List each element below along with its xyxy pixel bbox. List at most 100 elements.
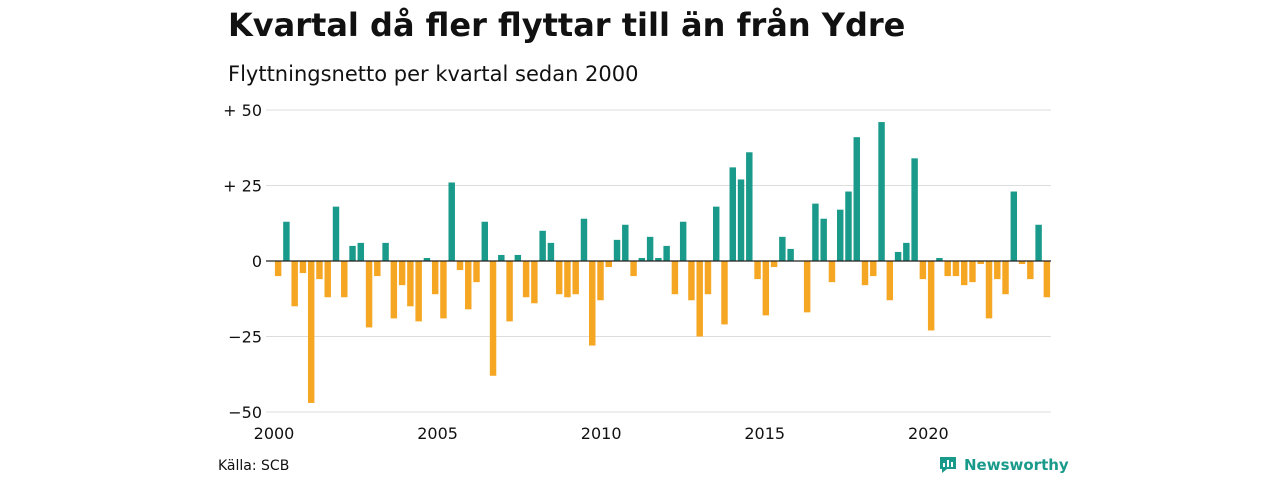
bar [746, 152, 753, 261]
bar [985, 261, 993, 319]
x-tick-label: 2015 [744, 424, 785, 443]
bar [448, 182, 455, 261]
bar [762, 261, 770, 316]
bar [646, 236, 654, 261]
bar [506, 261, 513, 322]
bar [349, 245, 356, 261]
bar [1018, 261, 1026, 265]
bar [828, 261, 836, 283]
y-tick-label: 0 [252, 252, 262, 271]
bar [489, 261, 497, 376]
y-tick-label: + 25 [223, 177, 262, 196]
y-tick-label: −25 [228, 328, 262, 347]
bar [886, 261, 894, 301]
x-tick-label: 2005 [417, 424, 458, 443]
bar [622, 224, 629, 261]
bar [332, 206, 340, 261]
bar [770, 261, 778, 268]
x-tick-label: 2010 [581, 424, 622, 443]
bar [803, 261, 811, 313]
x-axis-labels: 2000 2005 2010 2015 2020 [254, 424, 949, 443]
bar [341, 261, 348, 298]
bar [357, 242, 365, 261]
bar [555, 261, 563, 295]
bar [952, 261, 960, 277]
bar [754, 261, 761, 280]
bar [737, 179, 745, 261]
bar [1010, 191, 1018, 261]
y-tick-label: −50 [228, 403, 262, 422]
bar [713, 206, 720, 261]
bar [498, 254, 505, 261]
chart-title: Kvartal då fler flyttar till än från Ydr… [228, 6, 906, 44]
bar [1027, 261, 1034, 280]
newsworthy-logo-icon [938, 455, 958, 475]
bar [960, 261, 968, 286]
bar [936, 257, 943, 261]
bar [911, 158, 918, 261]
bar [564, 261, 571, 298]
bar [820, 218, 827, 261]
bar [870, 261, 877, 277]
x-tick-label: 2000 [254, 424, 295, 443]
bar [1035, 224, 1042, 261]
bar [456, 261, 464, 271]
bar [514, 254, 522, 261]
bar [299, 261, 307, 274]
bar [316, 261, 323, 280]
bar [845, 191, 852, 261]
bar [787, 248, 794, 261]
bar [853, 137, 860, 261]
bar [605, 261, 612, 268]
bar [655, 257, 662, 261]
bar [688, 261, 695, 301]
bar [283, 221, 290, 261]
y-tick-label: + 50 [223, 101, 262, 120]
bar [481, 221, 489, 261]
bar [382, 242, 389, 261]
bar [415, 261, 422, 322]
bar [679, 221, 687, 261]
bar [531, 261, 538, 304]
bar [547, 242, 555, 261]
bar [522, 261, 530, 298]
bar [729, 167, 736, 261]
bar [431, 261, 439, 295]
bar [994, 261, 1001, 280]
chart-subtitle: Flyttningsnetto per kvartal sedan 2000 [228, 62, 639, 86]
bar [721, 261, 728, 325]
bar [671, 261, 679, 295]
bar [696, 261, 703, 337]
bar [324, 261, 331, 298]
brand-name: Newsworthy [964, 456, 1069, 474]
bar [539, 230, 546, 261]
bar [812, 203, 819, 261]
bar [407, 261, 414, 307]
bar [398, 261, 406, 286]
brand-logo[interactable]: Newsworthy [938, 455, 1069, 475]
bar [390, 261, 398, 319]
bar [903, 242, 910, 261]
bar [1043, 261, 1051, 298]
bar [878, 122, 885, 261]
bar [374, 261, 381, 277]
bar [274, 261, 282, 277]
bar [836, 209, 844, 261]
bar [861, 261, 869, 286]
bar [894, 251, 902, 261]
bar [630, 261, 637, 277]
bar [638, 257, 646, 261]
bar [473, 261, 480, 283]
bar [977, 261, 984, 265]
bar [440, 261, 447, 319]
bar [572, 261, 579, 295]
bar [1002, 261, 1009, 295]
bar [423, 257, 431, 261]
bar [613, 239, 621, 261]
bars-layer [274, 122, 1051, 403]
grid-layer [266, 109, 1051, 413]
x-tick-label: 2020 [908, 424, 949, 443]
bar [580, 218, 588, 261]
bar [307, 261, 315, 403]
